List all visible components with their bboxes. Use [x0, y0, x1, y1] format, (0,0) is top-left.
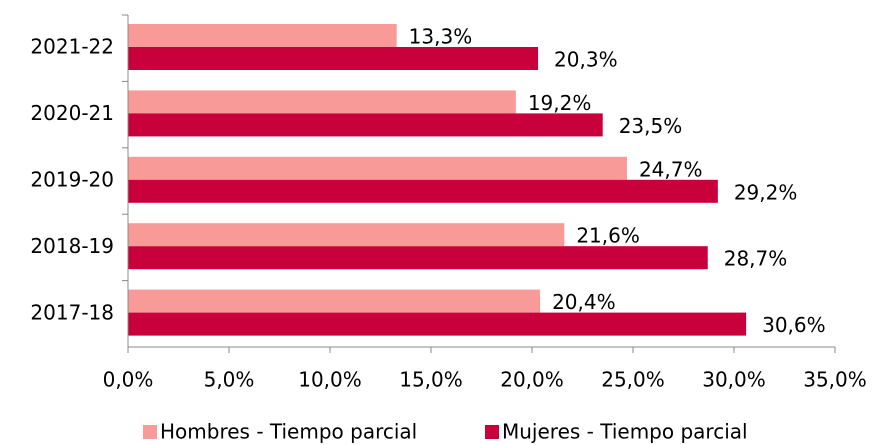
- y-tick-label: 2021-22: [30, 35, 114, 59]
- data-label: 28,7%: [724, 247, 788, 271]
- data-label: 29,2%: [734, 180, 798, 204]
- bar: [128, 113, 603, 137]
- x-tick-label: 25,0%: [601, 368, 665, 392]
- y-tick-label: 2018-19: [30, 234, 114, 258]
- data-label: 20,4%: [552, 290, 616, 314]
- data-label: 21,6%: [576, 224, 640, 248]
- legend-label: Hombres - Tiempo parcial: [160, 420, 417, 444]
- x-tick-label: 15,0%: [399, 368, 463, 392]
- legend-swatch: [485, 425, 499, 439]
- data-label: 19,2%: [528, 91, 592, 115]
- legend-label: Mujeres - Tiempo parcial: [502, 420, 748, 444]
- bar: [128, 246, 708, 270]
- bar: [128, 90, 516, 114]
- x-tick-label: 5,0%: [204, 368, 255, 392]
- x-tick-label: 35,0%: [803, 368, 867, 392]
- bar: [128, 289, 541, 313]
- bar: [128, 156, 627, 180]
- bar: [128, 24, 397, 47]
- data-label: 20,3%: [554, 48, 618, 72]
- data-label: 13,3%: [409, 25, 473, 49]
- y-tick-label: 2017-18: [30, 300, 114, 324]
- bar: [128, 223, 565, 247]
- data-label: 24,7%: [639, 157, 703, 181]
- y-tick-label: 2019-20: [30, 168, 114, 192]
- x-tick-label: 0,0%: [103, 368, 154, 392]
- x-tick-label: 30,0%: [702, 368, 766, 392]
- y-tick-label: 2020-21: [30, 101, 114, 125]
- bar: [128, 179, 718, 203]
- data-label: 30,6%: [762, 313, 826, 337]
- legend-swatch: [143, 425, 157, 439]
- bar: [128, 47, 539, 70]
- bar: [128, 312, 747, 336]
- data-label: 23,5%: [619, 114, 683, 138]
- x-tick-label: 20,0%: [500, 368, 564, 392]
- x-tick-label: 10,0%: [298, 368, 362, 392]
